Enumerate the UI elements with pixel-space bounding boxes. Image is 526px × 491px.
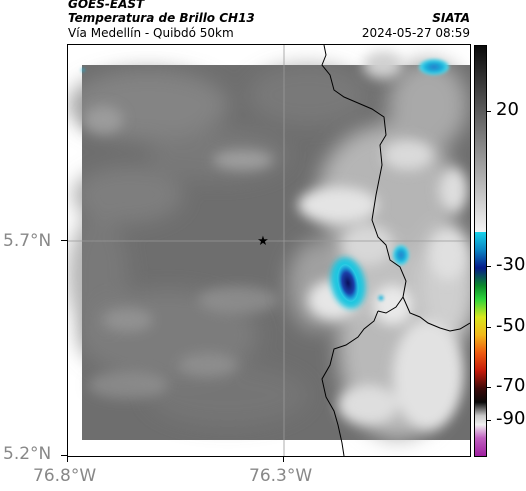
x-tick-mark xyxy=(67,456,68,462)
colorbar-label: -30 xyxy=(496,254,526,275)
x-tick-label: 76.3°W xyxy=(249,466,313,486)
colorbar-label: -50 xyxy=(496,315,526,336)
title-satellite: GOES-EAST xyxy=(68,0,145,11)
x-tick-mark xyxy=(283,456,284,462)
cold-cloud-tops xyxy=(81,59,449,309)
y-tick-label: 5.7°N xyxy=(3,231,52,251)
colorbar-tick xyxy=(486,327,491,328)
cloud-field xyxy=(68,51,470,440)
colorbar xyxy=(474,45,487,457)
y-tick-mark xyxy=(61,240,67,241)
colorbar-label: -70 xyxy=(496,375,526,396)
title-product: Temperatura de Brillo CH13 xyxy=(68,11,255,25)
y-tick-label: 5.2°N xyxy=(3,444,52,464)
boundary-line xyxy=(321,45,470,456)
title-route: Vía Medellín - Quibdó 50km xyxy=(68,26,234,40)
colorbar-label: 20 xyxy=(496,99,519,120)
title-organization: SIATA xyxy=(432,11,470,25)
x-tick-label: 76.8°W xyxy=(33,466,97,486)
colorbar-tick xyxy=(486,111,491,112)
colorbar-tick xyxy=(486,266,491,267)
map-panel: ★ xyxy=(67,44,471,457)
colorbar-tick xyxy=(486,387,491,388)
y-tick-mark xyxy=(61,455,67,456)
colorbar-tick xyxy=(486,420,491,421)
star-marker: ★ xyxy=(257,234,269,249)
satellite-image: ★ xyxy=(68,45,470,456)
colorbar-label: -90 xyxy=(496,408,526,429)
deep-convection-core xyxy=(337,264,359,302)
title-timestamp: 2024-05-27 08:59 xyxy=(361,26,470,40)
